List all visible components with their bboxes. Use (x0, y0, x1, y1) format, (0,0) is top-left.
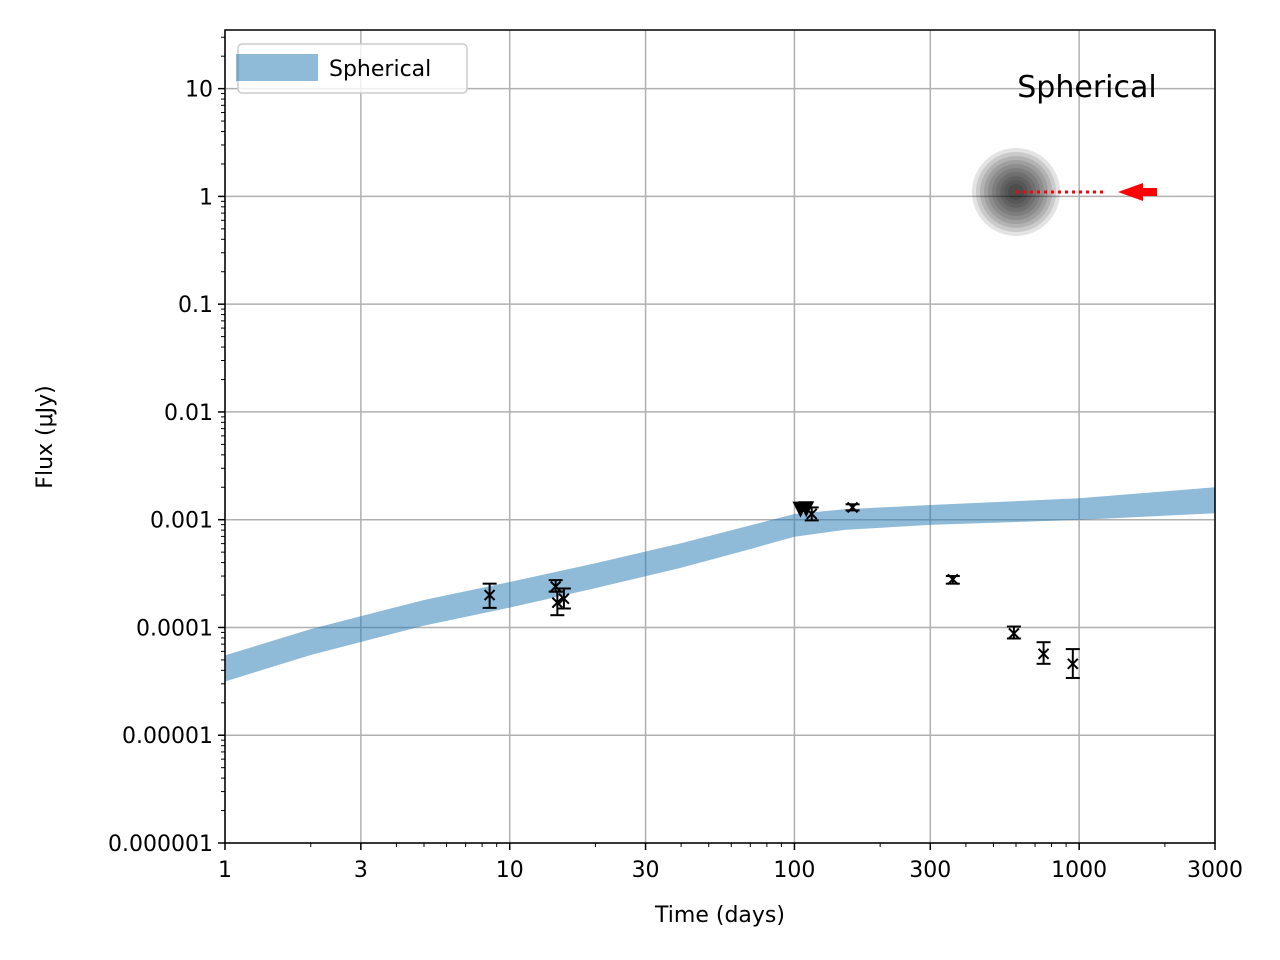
x-marker (1067, 658, 1079, 670)
x-marker (558, 592, 570, 605)
data-point (1065, 648, 1080, 679)
x-tick-label: 100 (773, 858, 815, 883)
x-tick-label: 1000 (1051, 858, 1107, 883)
y-tick-label: 1 (199, 185, 213, 210)
data-point (550, 590, 565, 617)
data-point (556, 587, 571, 610)
x-marker (846, 501, 859, 514)
x-tick-label: 3000 (1187, 858, 1243, 883)
y-tick-label: 0.001 (150, 509, 213, 534)
x-tick-label: 1 (218, 858, 232, 883)
x-marker (806, 508, 818, 520)
x-tick-label: 10 (496, 858, 524, 883)
ticks (218, 87, 1216, 850)
legend-label-spherical: Spherical (329, 57, 431, 82)
data-point (1036, 641, 1051, 665)
x-tick-label: 3 (354, 858, 368, 883)
data-point (1006, 625, 1021, 640)
geometry-inset: Spherical (972, 70, 1157, 236)
x-marker (483, 589, 496, 601)
y-tick-label: 0.00001 (122, 724, 213, 749)
plot-frame (224, 29, 1216, 844)
y-tick-label: 0.000001 (108, 832, 213, 857)
data-points-layer (482, 501, 1080, 679)
band-spherical (225, 487, 1215, 682)
y-tick-label: 10 (185, 78, 213, 103)
y-tick-labels: 0.000001 0.00001 0.0001 0.001 0.01 0.1 1 10 (108, 78, 213, 857)
upper-limit-marker (798, 501, 815, 518)
legend: Spherical (236, 43, 468, 94)
x-marker (947, 573, 959, 585)
spherical-band-layer (225, 487, 1215, 682)
inset-title: Spherical (1017, 70, 1156, 105)
data-point (845, 501, 860, 514)
legend-swatch-spherical (236, 54, 318, 81)
x-marker (549, 580, 562, 593)
x-tick-label: 30 (632, 858, 660, 883)
data-point (945, 573, 960, 585)
x-marker (551, 596, 564, 609)
data-point (482, 582, 497, 609)
y-tick-label: 0.1 (178, 293, 213, 318)
x-tick-labels: 1 3 10 30 100 300 1000 3000 (218, 858, 1243, 883)
x-marker (1037, 648, 1050, 660)
x-tick-label: 300 (909, 858, 951, 883)
y-axis-label: Flux (μJy) (33, 385, 58, 488)
x-axis-label: Time (days) (654, 903, 785, 928)
x-marker (1008, 627, 1020, 640)
y-tick-label: 0.01 (164, 401, 213, 426)
observer-arrow-icon (1118, 183, 1157, 201)
y-tick-label: 0.0001 (136, 616, 213, 641)
